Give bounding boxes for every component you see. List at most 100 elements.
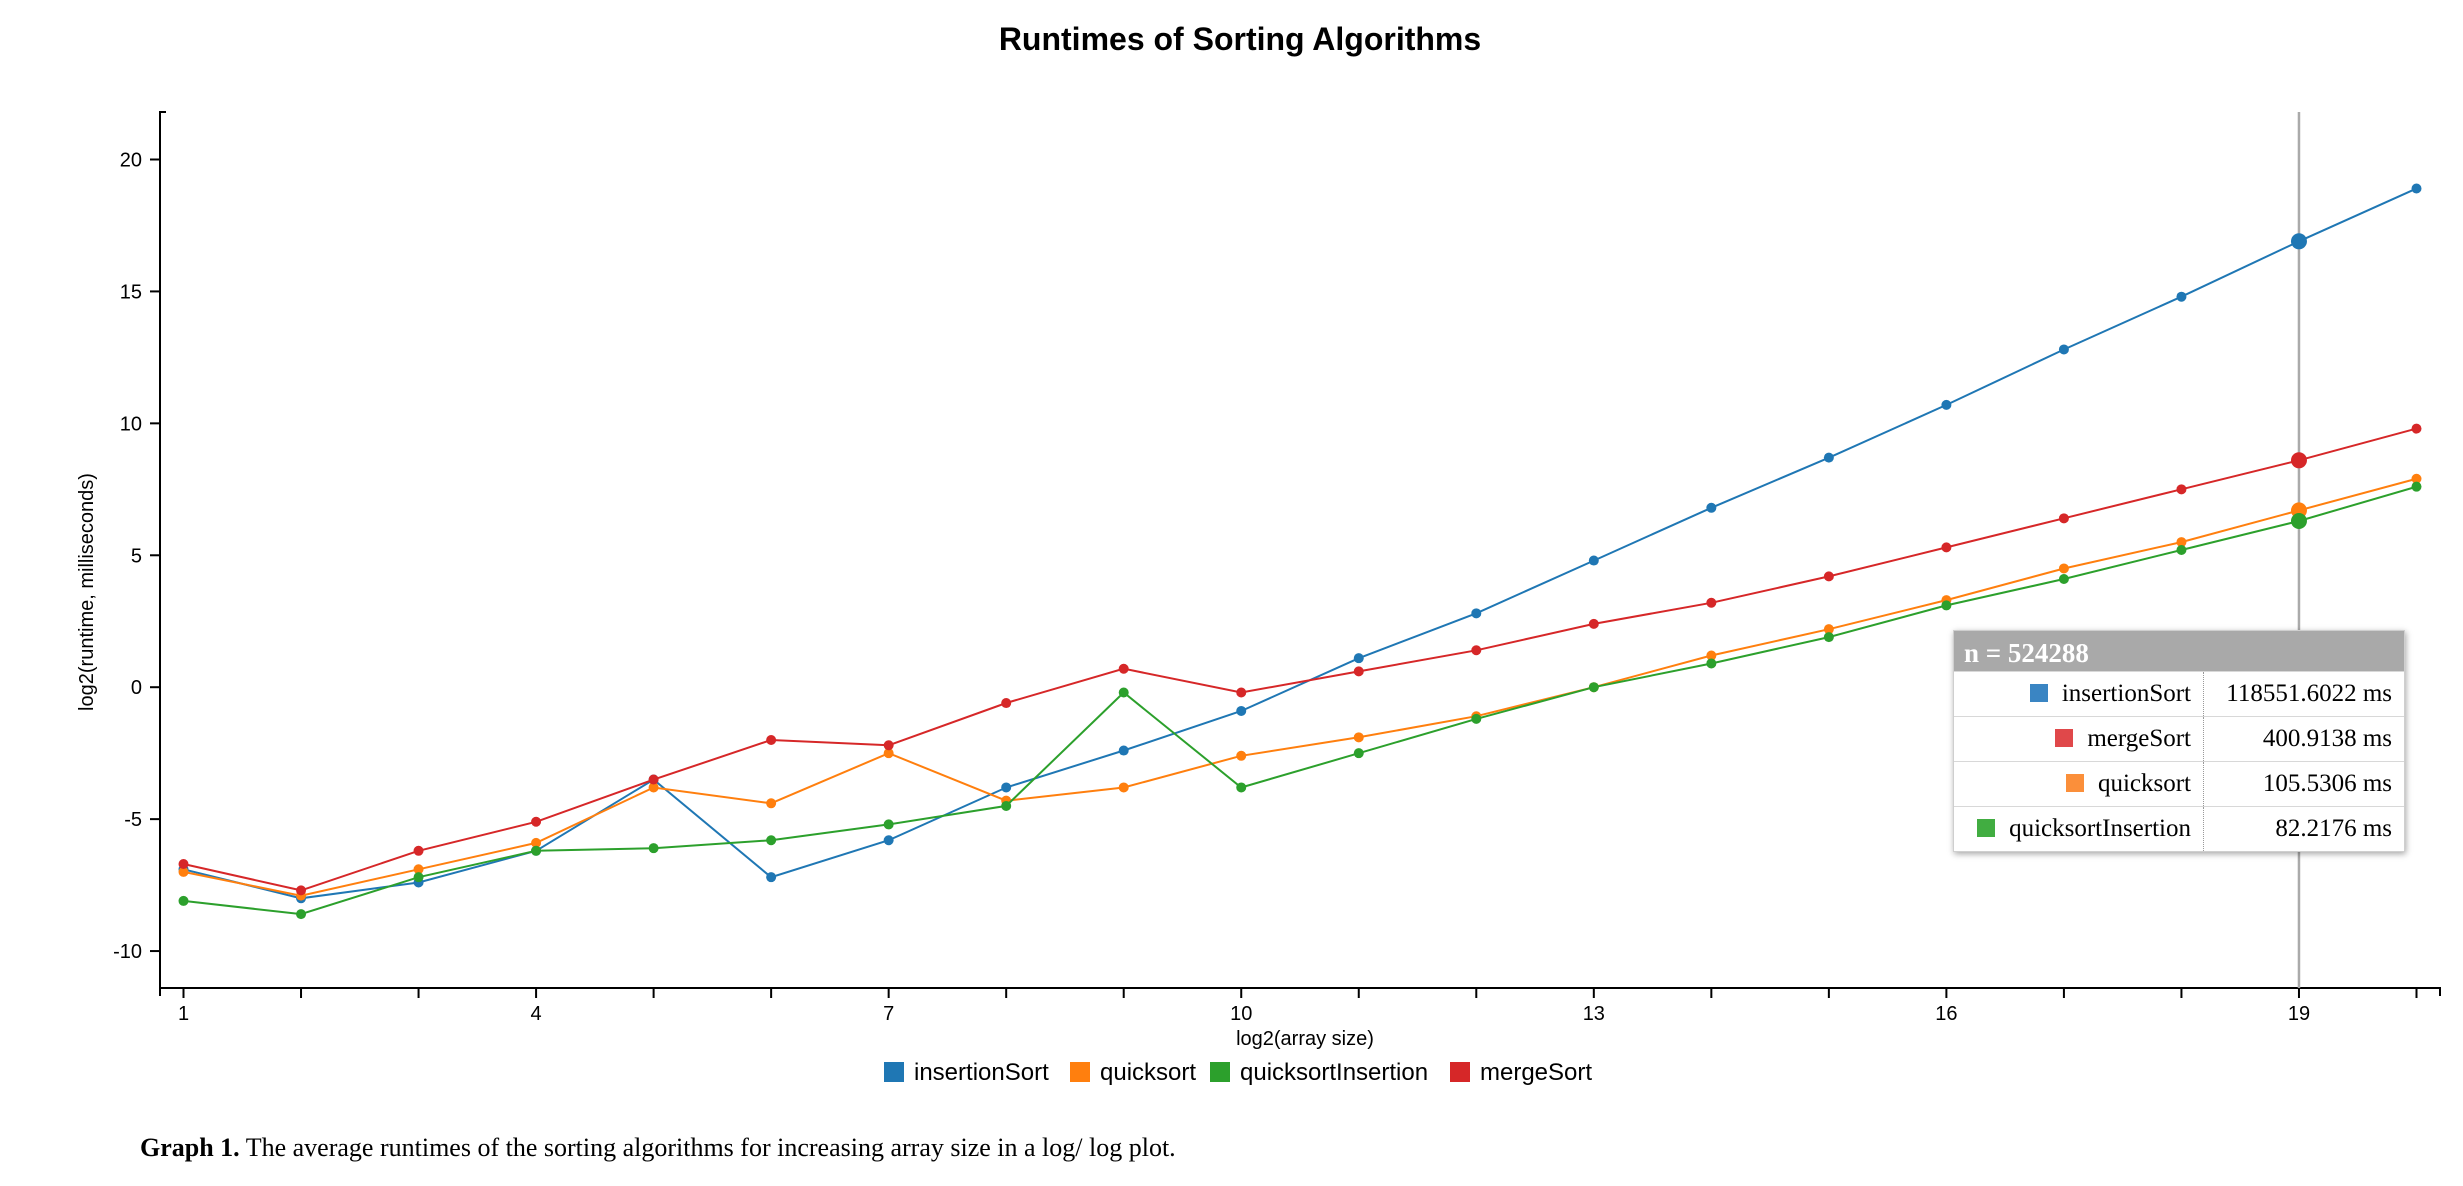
- data-point[interactable]: [1471, 608, 1482, 619]
- legend-item-insertion-sort[interactable]: insertionSort: [884, 1059, 1049, 1086]
- data-point[interactable]: [1118, 782, 1129, 793]
- data-point[interactable]: [2176, 484, 2187, 495]
- legend-item-merge-sort[interactable]: mergeSort: [1450, 1059, 1592, 1086]
- tooltip-swatch: [1977, 819, 1996, 838]
- tooltip-rows: insertionSort 118551.6022 ms mergeSort 400.…: [1954, 671, 2404, 851]
- data-point[interactable]: [1001, 782, 1012, 793]
- tooltip-swatch: [2029, 684, 2048, 703]
- data-point[interactable]: [1118, 687, 1129, 698]
- x-tick-label: 13: [1583, 1003, 1605, 1025]
- x-tick-label: 16: [1935, 1003, 1957, 1025]
- tooltip-series-label: insertionSort: [2061, 680, 2191, 707]
- data-point[interactable]: [531, 845, 542, 856]
- data-point[interactable]: [1588, 682, 1599, 693]
- data-point[interactable]: [1353, 653, 1364, 664]
- data-point[interactable]: [1236, 782, 1247, 793]
- data-point[interactable]: [531, 837, 542, 848]
- data-point[interactable]: [296, 909, 307, 920]
- tooltip-swatch: [2065, 774, 2084, 793]
- series-merge-sort: [178, 423, 2422, 896]
- data-point[interactable]: [1118, 745, 1129, 756]
- data-point[interactable]: [1823, 632, 1834, 643]
- data-point[interactable]: [1941, 600, 1952, 611]
- tooltip-series-name: mergeSort: [1954, 717, 2204, 761]
- data-point[interactable]: [648, 774, 659, 785]
- data-point[interactable]: [178, 858, 189, 869]
- data-point[interactable]: [1706, 502, 1717, 513]
- x-axis-title: log2(array size): [1236, 1028, 1374, 1050]
- data-point[interactable]: [1118, 663, 1129, 674]
- data-point[interactable]: [766, 734, 777, 745]
- data-point[interactable]: [1706, 597, 1717, 608]
- data-point[interactable]: [413, 872, 424, 883]
- legend-item-quicksort-insertion[interactable]: quicksortInsertion: [1210, 1059, 1428, 1086]
- tooltip-value: 82.2176 ms: [2275, 815, 2392, 842]
- y-axis-line: [159, 111, 166, 989]
- data-point[interactable]: [648, 782, 659, 793]
- data-point[interactable]: [2411, 183, 2422, 194]
- data-point[interactable]: [2411, 423, 2422, 434]
- data-point[interactable]: [1001, 698, 1012, 709]
- y-tick-label: 5: [131, 545, 142, 567]
- data-point[interactable]: [413, 845, 424, 856]
- legend-item-quicksort[interactable]: quicksort: [1070, 1059, 1196, 1086]
- legend-label: insertionSort: [914, 1059, 1049, 1086]
- data-point[interactable]: [413, 864, 424, 875]
- data-point[interactable]: [1001, 800, 1012, 811]
- data-point[interactable]: [1941, 542, 1952, 553]
- data-point[interactable]: [1236, 705, 1247, 716]
- tooltip-swatch: [2055, 729, 2074, 748]
- data-point[interactable]: [1823, 624, 1834, 635]
- data-point[interactable]: [1588, 618, 1599, 629]
- data-point[interactable]: [2058, 344, 2069, 355]
- data-point[interactable]: [1236, 687, 1247, 698]
- data-point[interactable]: [1706, 650, 1717, 661]
- data-point[interactable]: [1353, 732, 1364, 743]
- data-point[interactable]: [883, 748, 894, 759]
- tooltip-row: quicksortInsertion 82.2176 ms: [1954, 806, 2404, 851]
- data-point[interactable]: [1353, 666, 1364, 677]
- data-point[interactable]: [648, 843, 659, 854]
- series-quicksort-insertion: [178, 481, 2422, 920]
- data-point[interactable]: [531, 816, 542, 827]
- data-point[interactable]: [2411, 481, 2422, 492]
- data-point[interactable]: [2290, 452, 2307, 469]
- data-point[interactable]: [178, 895, 189, 906]
- data-point[interactable]: [2411, 473, 2422, 484]
- x-tick-label: 10: [1230, 1003, 1252, 1025]
- x-tick-label: 4: [531, 1003, 542, 1025]
- data-point[interactable]: [1588, 555, 1599, 566]
- data-point[interactable]: [2058, 563, 2069, 574]
- data-point[interactable]: [883, 819, 894, 830]
- axes: -10 -5 0 5 10 15 20 1 4 7 10 13 16 19: [113, 111, 2441, 1025]
- data-point[interactable]: [2290, 233, 2307, 250]
- tooltip-value: 105.5306 ms: [2262, 770, 2392, 797]
- data-point[interactable]: [2290, 512, 2307, 529]
- tooltip-series-label: quicksort: [2097, 770, 2191, 797]
- x-tick-label: 7: [883, 1003, 894, 1025]
- data-point[interactable]: [2058, 513, 2069, 524]
- data-point[interactable]: [296, 885, 307, 896]
- data-point[interactable]: [1353, 748, 1364, 759]
- data-point[interactable]: [1823, 571, 1834, 582]
- data-point[interactable]: [766, 798, 777, 809]
- data-point[interactable]: [2058, 574, 2069, 585]
- data-point[interactable]: [1471, 713, 1482, 724]
- data-point[interactable]: [1236, 750, 1247, 761]
- data-point[interactable]: [1941, 399, 1952, 410]
- tooltip-row: quicksort 105.5306 ms: [1954, 761, 2404, 806]
- data-point[interactable]: [178, 866, 189, 877]
- data-point[interactable]: [766, 872, 777, 883]
- data-point[interactable]: [1823, 452, 1834, 463]
- data-point[interactable]: [2176, 537, 2187, 548]
- data-point[interactable]: [766, 835, 777, 846]
- legend-swatch: [884, 1062, 904, 1082]
- data-point[interactable]: [883, 835, 894, 846]
- data-point[interactable]: [1706, 658, 1717, 669]
- data-point[interactable]: [883, 740, 894, 751]
- tooltip-row: mergeSort 400.9138 ms: [1954, 716, 2404, 761]
- tooltip-series-name: insertionSort: [1954, 672, 2204, 716]
- data-point[interactable]: [2176, 545, 2187, 555]
- data-point[interactable]: [2176, 291, 2187, 302]
- data-point[interactable]: [1471, 645, 1482, 656]
